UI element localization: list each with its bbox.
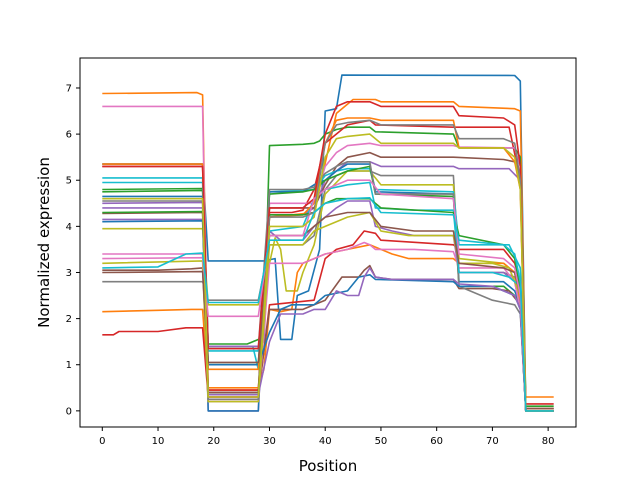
y-tick-label: 2 — [66, 314, 72, 325]
series-line-27 — [102, 179, 554, 412]
plot-frame — [79, 57, 577, 428]
series-line-9 — [102, 170, 554, 412]
series-line-28 — [102, 119, 554, 412]
x-tick-label: 40 — [319, 436, 332, 447]
x-tick-label: 30 — [263, 436, 276, 447]
x-tick-label: 0 — [99, 436, 105, 447]
series-line-29 — [102, 133, 554, 412]
y-tick-label: 3 — [66, 268, 72, 279]
y-tick-label: 1 — [66, 360, 72, 371]
y-axis: 0 1 2 3 4 5 6 7 — [66, 83, 80, 417]
series-line-25 — [102, 201, 554, 412]
y-tick-label: 6 — [66, 130, 72, 141]
x-tick-label: 20 — [207, 436, 220, 447]
series-line-1 — [102, 74, 554, 410]
series-line-10 — [102, 167, 554, 412]
y-tick-label: 0 — [66, 406, 72, 417]
y-tick-label: 4 — [66, 222, 72, 233]
series-layer — [102, 74, 554, 412]
x-tick-label: 50 — [375, 436, 388, 447]
x-tick-label: 60 — [430, 436, 443, 447]
x-tick-label: 10 — [152, 436, 165, 447]
x-axis: 0 10 20 30 40 50 60 70 80 — [99, 427, 555, 447]
y-tick-label: 7 — [66, 83, 72, 94]
series-line-14 — [102, 230, 554, 405]
y-tick-label: 5 — [66, 176, 72, 187]
series-line-24 — [102, 101, 554, 412]
series-line-30 — [102, 197, 554, 412]
series-line-26 — [102, 211, 554, 412]
x-axis-label: Position — [299, 457, 357, 475]
series-line-20 — [102, 181, 554, 412]
series-line-17 — [102, 241, 554, 412]
x-tick-label: 80 — [542, 436, 555, 447]
y-axis-label: Normalized expression — [35, 157, 53, 328]
series-line-16 — [102, 264, 554, 412]
series-line-8 — [102, 170, 554, 412]
x-tick-label: 70 — [486, 436, 499, 447]
